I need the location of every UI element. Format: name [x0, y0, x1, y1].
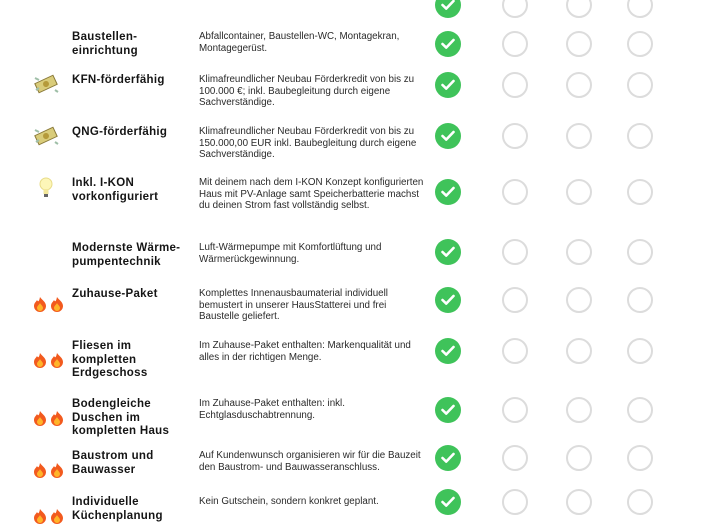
fire-icon	[33, 296, 65, 317]
feature-description: Kein Gutschein, sondern konkret geplant.	[199, 496, 379, 507]
not-included-circle-icon	[566, 489, 592, 515]
not-included-circle-icon	[502, 445, 528, 471]
fire-icon	[33, 508, 65, 529]
feature-description: Luft-Wärmepumpe mit Komfortlüftung und W…	[199, 242, 382, 265]
not-included-circle-icon	[566, 338, 592, 364]
not-included-circle-icon	[566, 287, 592, 313]
not-included-circle-icon	[627, 31, 653, 57]
not-included-circle-icon	[627, 287, 653, 313]
included-check-icon	[435, 31, 461, 57]
money-icon	[33, 126, 59, 151]
not-included-circle-icon	[566, 0, 592, 18]
not-included-circle-icon	[627, 397, 653, 423]
feature-title: Bodengleiche Duschen im kompletten Haus	[72, 398, 170, 437]
money-icon	[33, 74, 59, 99]
not-included-circle-icon	[627, 0, 653, 18]
not-included-circle-icon	[566, 445, 592, 471]
not-included-circle-icon	[502, 179, 528, 205]
not-included-circle-icon	[502, 397, 528, 423]
feature-description: Auf Kundenwunsch organisieren wir für di…	[199, 450, 421, 473]
included-check-icon	[435, 397, 461, 423]
not-included-circle-icon	[566, 239, 592, 265]
included-check-icon	[435, 489, 461, 515]
not-included-circle-icon	[566, 31, 592, 57]
fire-icon	[33, 352, 65, 373]
feature-description: Im Zuhause-Paket enthalten: Markenqualit…	[199, 340, 411, 363]
feature-description: Klimafreundlicher Neubau Förderkredit vo…	[199, 74, 415, 109]
not-included-circle-icon	[566, 179, 592, 205]
not-included-circle-icon	[502, 338, 528, 364]
feature-description: Klimafreundlicher Neubau Förderkredit vo…	[199, 126, 417, 161]
not-included-circle-icon	[502, 31, 528, 57]
included-check-icon	[435, 0, 461, 18]
included-check-icon	[435, 123, 461, 149]
not-included-circle-icon	[502, 72, 528, 98]
feature-title: Baustellen-einrichtung	[72, 31, 138, 57]
included-check-icon	[435, 287, 461, 313]
feature-title: Bodengutachten	[72, 0, 212, 2]
feature-title: KFN-förderfähig	[72, 74, 165, 86]
included-check-icon	[435, 179, 461, 205]
included-check-icon	[435, 239, 461, 265]
not-included-circle-icon	[627, 179, 653, 205]
not-included-circle-icon	[627, 338, 653, 364]
feature-title: Baustrom und Bauwasser	[72, 450, 154, 476]
not-included-circle-icon	[502, 287, 528, 313]
feature-title: Fliesen im kompletten Erdgeschoss	[72, 340, 148, 379]
not-included-circle-icon	[627, 489, 653, 515]
feature-title: Zuhause-Paket	[72, 288, 158, 300]
fire-icon	[33, 462, 65, 483]
feature-description: Mit deinem nach dem I-KON Konzept konfig…	[199, 177, 424, 212]
not-included-circle-icon	[566, 72, 592, 98]
feature-title: QNG-förderfähig	[72, 126, 168, 138]
not-included-circle-icon	[502, 239, 528, 265]
not-included-circle-icon	[627, 445, 653, 471]
not-included-circle-icon	[627, 123, 653, 149]
lightbulb-icon	[38, 177, 54, 204]
not-included-circle-icon	[627, 239, 653, 265]
not-included-circle-icon	[566, 123, 592, 149]
feature-description: Im Zuhause-Paket enthalten: inkl. Echtgl…	[199, 398, 345, 421]
not-included-circle-icon	[502, 123, 528, 149]
not-included-circle-icon	[627, 72, 653, 98]
not-included-circle-icon	[502, 489, 528, 515]
not-included-circle-icon	[566, 397, 592, 423]
feature-description: Abfallcontainer, Baustellen-WC, Montagek…	[199, 31, 400, 54]
feature-description: Komplettes Innenausbaumaterial individue…	[199, 288, 388, 323]
included-check-icon	[435, 72, 461, 98]
feature-title: Individuelle Küchenplanung	[72, 496, 163, 522]
feature-title: Inkl. I-KON vorkonfiguriert	[72, 177, 159, 203]
fire-icon	[33, 410, 65, 431]
included-check-icon	[435, 445, 461, 471]
not-included-circle-icon	[502, 0, 528, 18]
included-check-icon	[435, 338, 461, 364]
feature-title: Modernste Wärme-pumpentechnik	[72, 242, 181, 268]
